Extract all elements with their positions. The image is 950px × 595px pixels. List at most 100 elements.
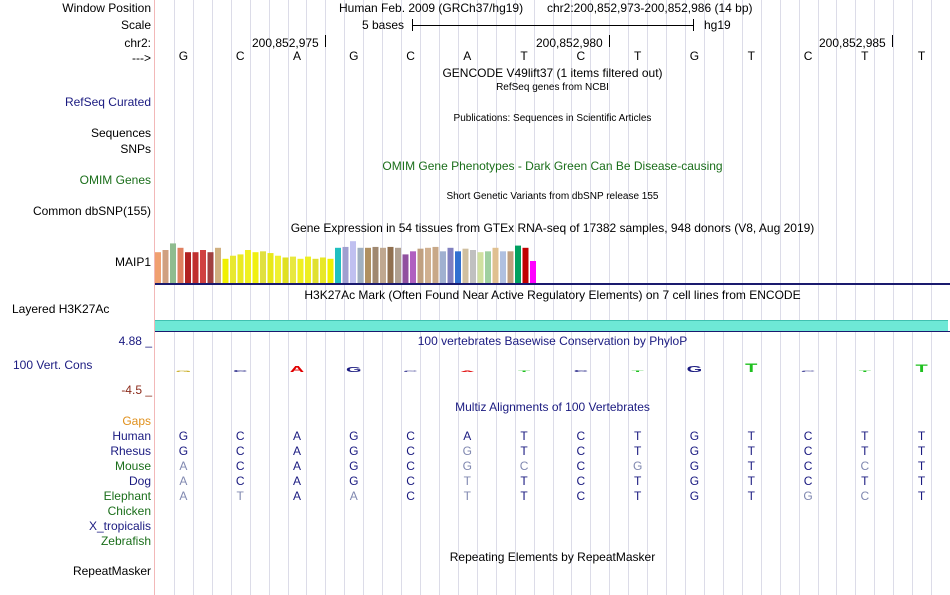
- omim-title[interactable]: OMIM Gene Phenotypes - Dark Green Can Be…: [382, 159, 723, 173]
- grid-line: [609, 0, 611, 595]
- strand-label[interactable]: --->: [132, 51, 151, 65]
- grid-line: [666, 0, 668, 595]
- dbsnp-title[interactable]: Short Genetic Variants from dbSNP releas…: [446, 191, 659, 202]
- alignment-base: G: [462, 444, 472, 458]
- omim-label[interactable]: OMIM Genes: [79, 173, 151, 187]
- alignment-base: T: [747, 474, 755, 488]
- grid-line: [268, 0, 270, 595]
- grid-line: [249, 0, 251, 595]
- alignment-base: T: [747, 459, 755, 473]
- alignment-base: G: [689, 489, 700, 503]
- track-labels: Window Position Scale chr2: ---> RefSeq …: [0, 0, 154, 595]
- phylop-title[interactable]: 100 vertebrates Basewise Conservation by…: [417, 334, 688, 348]
- alignment-base: T: [634, 444, 642, 458]
- scale-bar: [412, 19, 694, 31]
- gtex-label[interactable]: MAIP1: [114, 255, 151, 269]
- reference-base: G: [178, 49, 189, 63]
- sequences-label[interactable]: Sequences: [90, 126, 151, 140]
- gaps-label[interactable]: Gaps: [122, 414, 151, 428]
- alignment-base: C: [803, 429, 813, 443]
- grid-line: [874, 0, 876, 595]
- alignment-base: A: [292, 459, 301, 473]
- alignment-base: G: [349, 429, 359, 443]
- gtex-title[interactable]: Gene Expression in 54 tissues from GTEx …: [290, 221, 815, 235]
- coord-tick-label: 200,852,985: [819, 36, 886, 50]
- grid-line: [855, 0, 857, 595]
- reference-base: C: [803, 49, 813, 63]
- grid-line: [893, 0, 895, 595]
- species-label[interactable]: Human: [112, 429, 151, 443]
- grid-line: [457, 0, 459, 595]
- refseq-label[interactable]: RefSeq Curated: [64, 95, 151, 109]
- reference-base: T: [861, 49, 869, 63]
- scale-label: Scale: [120, 18, 151, 32]
- scale-text: 5 bases: [362, 18, 405, 32]
- grid-line: [722, 0, 724, 595]
- alignment-base: T: [634, 429, 642, 443]
- alignment-base: G: [349, 474, 359, 488]
- grid-line: [533, 0, 535, 595]
- species-label[interactable]: Elephant: [103, 489, 151, 503]
- alignment-base: C: [235, 444, 245, 458]
- alignment-base: T: [634, 474, 642, 488]
- alignment-base: C: [576, 474, 586, 488]
- alignment-base: T: [634, 489, 642, 503]
- h3k27ac-signal[interactable]: [155, 320, 948, 331]
- grid-line: [211, 0, 213, 595]
- species-label[interactable]: Rhesus: [110, 444, 151, 458]
- alignment-base: G: [689, 459, 700, 473]
- alignment-base: C: [576, 459, 586, 473]
- gtex-baseline: [155, 283, 950, 285]
- h3k27ac-label[interactable]: Layered H3K27Ac: [12, 302, 110, 316]
- alignment-base: T: [861, 429, 869, 443]
- alignment-base: T: [463, 489, 471, 503]
- reference-base: C: [576, 49, 586, 63]
- alignment-base: C: [235, 429, 245, 443]
- track-label-divider: [154, 0, 155, 595]
- grid-line: [571, 0, 573, 595]
- grid-line: [230, 0, 232, 595]
- grid-line: [836, 0, 838, 595]
- alignment-base: A: [292, 474, 301, 488]
- species-label[interactable]: Dog: [128, 474, 151, 488]
- alignment-base: A: [292, 489, 301, 503]
- reference-base: T: [917, 49, 926, 63]
- scale-db: hg19: [704, 18, 731, 32]
- species-label[interactable]: X_tropicalis: [88, 519, 151, 533]
- reference-base: T: [747, 49, 755, 63]
- phylop-label[interactable]: 100 Vert. Cons: [13, 358, 93, 372]
- gencode-title[interactable]: GENCODE V49lift37 (1 items filtered out): [442, 66, 663, 80]
- h3k27ac-baseline: [155, 331, 950, 332]
- grid-line: [703, 0, 705, 595]
- dbsnp-label[interactable]: Common dbSNP(155): [32, 204, 151, 218]
- species-label[interactable]: Chicken: [107, 504, 151, 518]
- alignment-base: C: [519, 459, 529, 473]
- grid-line: [647, 0, 649, 595]
- phylop-min: -4.5 _: [121, 383, 152, 397]
- grid-line: [779, 0, 781, 595]
- alignment-base: G: [462, 459, 472, 473]
- grid-line: [817, 0, 819, 595]
- grid-line: [344, 0, 346, 595]
- alignment-base: C: [406, 489, 415, 503]
- grid-line: [476, 0, 478, 595]
- assembly-name: Human Feb. 2009 (GRCh37/hg19): [339, 1, 524, 15]
- alignment-base: T: [520, 474, 528, 488]
- alignment-base: T: [917, 474, 926, 488]
- grid-line: [741, 0, 743, 595]
- species-label[interactable]: Zebrafish: [100, 534, 151, 548]
- repeatmasker-label[interactable]: RepeatMasker: [72, 564, 151, 578]
- window-position-label: Window Position: [62, 1, 151, 15]
- species-label[interactable]: Mouse: [114, 459, 151, 473]
- alignment-base: C: [860, 489, 870, 503]
- snps-label[interactable]: SNPs: [120, 142, 151, 156]
- refseq-title[interactable]: RefSeq genes from NCBI: [496, 82, 609, 93]
- h3k27ac-title[interactable]: H3K27Ac Mark (Often Found Near Active Re…: [304, 288, 801, 302]
- publications-title[interactable]: Publications: Sequences in Scientific Ar…: [453, 113, 652, 124]
- alignment-base: C: [406, 474, 415, 488]
- alignment-base: A: [179, 459, 188, 473]
- repeatmasker-title[interactable]: Repeating Elements by RepeatMasker: [449, 550, 656, 564]
- multiz-title[interactable]: Multiz Alignments of 100 Vertebrates: [455, 400, 650, 414]
- grid-line: [306, 0, 308, 595]
- alignment-base: T: [520, 489, 528, 503]
